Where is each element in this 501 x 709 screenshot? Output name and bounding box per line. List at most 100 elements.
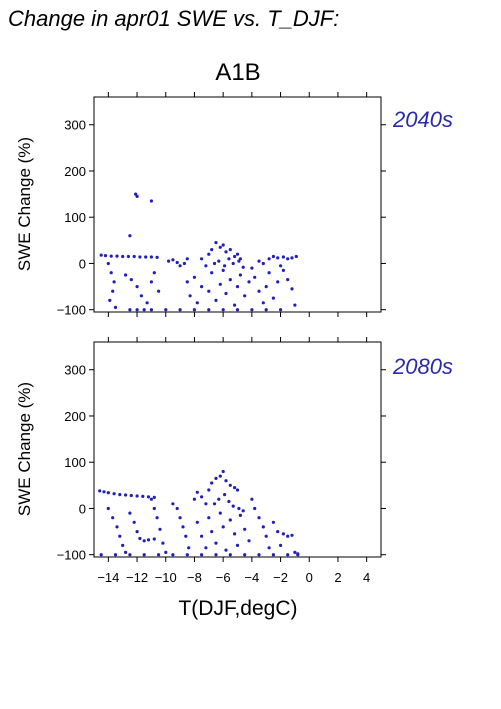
data-point	[113, 305, 118, 309]
data-point	[221, 268, 225, 272]
data-point	[155, 516, 159, 520]
data-point	[99, 253, 103, 257]
data-point	[106, 261, 110, 266]
data-point	[286, 257, 290, 261]
data-point	[139, 294, 143, 298]
data-point	[175, 260, 179, 265]
data-point	[224, 548, 228, 552]
data-point	[109, 271, 113, 275]
data-point	[149, 199, 153, 203]
data-point	[243, 553, 247, 557]
x-tick-label: −2	[273, 570, 288, 585]
data-point	[218, 245, 222, 249]
data-point	[185, 257, 189, 261]
data-point	[181, 525, 185, 529]
data-point	[178, 264, 182, 268]
panel-2080s-ylabel: SWE Change (%)	[15, 382, 34, 516]
data-point	[149, 497, 153, 501]
data-point	[264, 534, 268, 538]
data-point	[235, 543, 240, 548]
data-point	[267, 257, 271, 261]
panel-2080s: 2080s SWE Change (%) −100 0 100 200 300	[15, 337, 453, 563]
data-point	[233, 254, 237, 259]
data-point	[227, 257, 231, 261]
data-point	[286, 553, 290, 557]
data-point	[158, 527, 162, 531]
data-point	[124, 493, 128, 497]
data-point	[207, 289, 211, 293]
x-axis-label: T(DJF,degC)	[178, 597, 297, 620]
data-point	[267, 546, 271, 550]
data-point	[228, 483, 232, 487]
data-point	[261, 301, 265, 305]
data-point	[161, 541, 165, 545]
data-point	[145, 301, 149, 305]
data-point	[178, 516, 182, 520]
data-point	[286, 534, 290, 538]
x-tick-label: −6	[216, 570, 231, 585]
x-tick-label: 0	[306, 570, 313, 585]
data-point	[121, 254, 125, 259]
x-tick-labels: −14 −12 −10 −8 −6 −4 −2 0 2 4	[97, 570, 370, 585]
data-point	[253, 506, 257, 511]
data-point	[124, 273, 128, 277]
data-point	[257, 553, 261, 557]
data-point	[235, 252, 240, 256]
data-point	[204, 502, 208, 506]
data-point	[164, 550, 168, 555]
data-point	[113, 553, 118, 557]
data-point	[223, 264, 227, 268]
data-point	[129, 493, 133, 498]
data-point	[175, 506, 179, 511]
data-point	[118, 534, 122, 538]
data-point	[149, 280, 153, 284]
data-point	[204, 264, 208, 268]
data-point	[293, 303, 297, 307]
data-point	[233, 303, 237, 307]
data-point	[250, 266, 254, 270]
data-point	[204, 546, 208, 550]
data-point	[235, 285, 240, 289]
data-point	[128, 553, 132, 557]
data-point	[271, 520, 275, 524]
data-point	[195, 301, 199, 305]
data-point	[128, 234, 132, 238]
data-point	[257, 516, 261, 520]
data-point	[103, 254, 108, 258]
data-point	[261, 525, 265, 529]
data-point	[212, 261, 217, 266]
data-point	[207, 516, 211, 520]
data-point	[121, 543, 125, 548]
data-point	[267, 271, 271, 275]
data-point	[135, 494, 139, 498]
panel-2040s-ticks: −100 0 100 200 300	[57, 92, 386, 318]
data-point	[200, 553, 204, 557]
data-point	[241, 509, 245, 513]
data-point	[217, 497, 221, 501]
data-point	[128, 511, 132, 515]
data-point	[281, 255, 285, 259]
data-point	[279, 543, 283, 548]
data-point	[192, 275, 196, 279]
data-point	[257, 259, 261, 263]
data-point	[129, 278, 133, 282]
data-point	[157, 553, 161, 557]
data-point	[271, 254, 275, 259]
data-point	[200, 534, 204, 538]
data-point	[164, 308, 168, 312]
data-point	[264, 308, 268, 312]
data-point	[217, 259, 221, 263]
data-point	[296, 552, 300, 556]
data-point	[138, 255, 142, 259]
data-point	[200, 495, 204, 499]
data-point	[228, 248, 232, 252]
y-tick-label: 300	[64, 363, 86, 378]
data-point	[279, 308, 283, 312]
data-point	[238, 257, 242, 261]
data-point	[106, 506, 110, 511]
data-point	[228, 518, 232, 522]
data-point	[243, 527, 247, 531]
data-point	[135, 308, 139, 312]
data-point	[250, 308, 254, 312]
